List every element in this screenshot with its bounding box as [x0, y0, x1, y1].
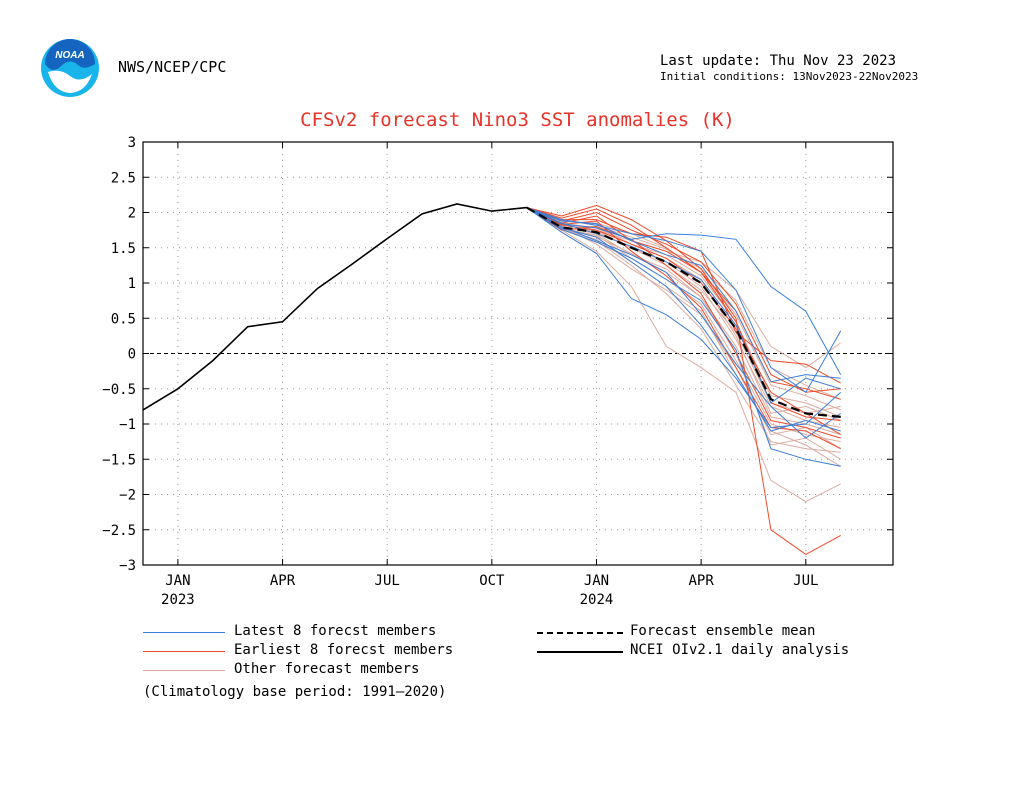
climatology-note: (Climatology base period: 1991—2020) — [143, 684, 447, 700]
legend-observed-swatch — [537, 651, 623, 653]
x-tick-year-label: 2023 — [161, 592, 195, 608]
latest-member-line — [526, 207, 841, 432]
other-member-line — [526, 207, 841, 503]
y-tick-label: −2 — [119, 488, 136, 504]
earliest-member-line — [526, 207, 841, 400]
y-tick-label: 2 — [128, 206, 136, 222]
latest-member-line — [526, 207, 842, 394]
y-tick-label: 0.5 — [111, 311, 136, 327]
chart-title: CFSv2 forecast Nino3 SST anomalies (K) — [300, 109, 735, 131]
x-tick-label: JUL — [375, 573, 400, 589]
logo-inner-shape — [45, 39, 95, 70]
legend-earliest-swatch — [143, 651, 225, 652]
x-tick-label: JUL — [793, 573, 818, 589]
initial-conditions-label: Initial conditions: 13Nov2023-22Nov2023 — [660, 70, 919, 83]
legend-other-label: Other forecast members — [234, 661, 420, 677]
y-tick-label: −1.5 — [102, 452, 136, 468]
latest-member-line — [526, 207, 842, 375]
latest-member-line — [526, 207, 841, 404]
x-tick-label: APR — [270, 573, 296, 589]
y-tick-label: −1 — [119, 417, 136, 433]
legend-latest-label: Latest 8 forecst members — [234, 623, 437, 639]
noaa-logo: NOAA — [41, 39, 99, 97]
y-tick-label: 1.5 — [111, 241, 136, 257]
ensemble-mean-line — [526, 206, 841, 418]
y-tick-label: −0.5 — [102, 382, 136, 398]
x-tick-label: JAN — [584, 573, 609, 589]
latest-member-line — [526, 207, 842, 429]
organization-label: NWS/NCEP/CPC — [118, 58, 227, 76]
earliest-member-line — [526, 204, 841, 555]
y-tick-label: 2.5 — [111, 170, 136, 186]
x-tick-label: OCT — [479, 573, 505, 589]
plot-frame — [142, 141, 894, 566]
x-tick-label: APR — [688, 573, 714, 589]
latest-member-line — [526, 207, 841, 467]
other-member-line — [526, 207, 841, 428]
earliest-member-line — [526, 207, 841, 439]
legend-mean-label: Forecast ensemble mean — [630, 623, 816, 639]
legend-other-swatch — [143, 670, 225, 671]
y-tick-label: 3 — [128, 135, 136, 151]
last-update-label: Last update: Thu Nov 23 2023 — [660, 53, 897, 69]
y-tick-label: 1 — [128, 276, 136, 292]
other-member-line — [526, 207, 841, 467]
logo-text: NOAA — [55, 50, 84, 61]
legend-observed-label: NCEI OIv2.1 daily analysis — [630, 642, 850, 658]
legend-earliest-label: Earliest 8 forecst members — [234, 642, 454, 658]
y-tick-label: −2.5 — [102, 523, 136, 539]
other-member-line — [526, 207, 841, 436]
x-tick-year-label: 2024 — [580, 592, 614, 608]
logo-bird-shape — [48, 70, 92, 93]
x-tick-label: JAN — [165, 573, 190, 589]
y-tick-label: −3 — [119, 558, 136, 574]
latest-member-line — [526, 207, 841, 383]
other-member-line — [526, 207, 841, 400]
y-tick-label: 0 — [128, 347, 136, 363]
earliest-member-line — [526, 207, 841, 393]
legend-mean-swatch — [537, 632, 623, 634]
legend-latest-swatch — [143, 632, 225, 633]
observed-analysis-line — [142, 203, 527, 411]
latest-member-line — [526, 207, 841, 439]
other-member-line — [526, 207, 841, 418]
